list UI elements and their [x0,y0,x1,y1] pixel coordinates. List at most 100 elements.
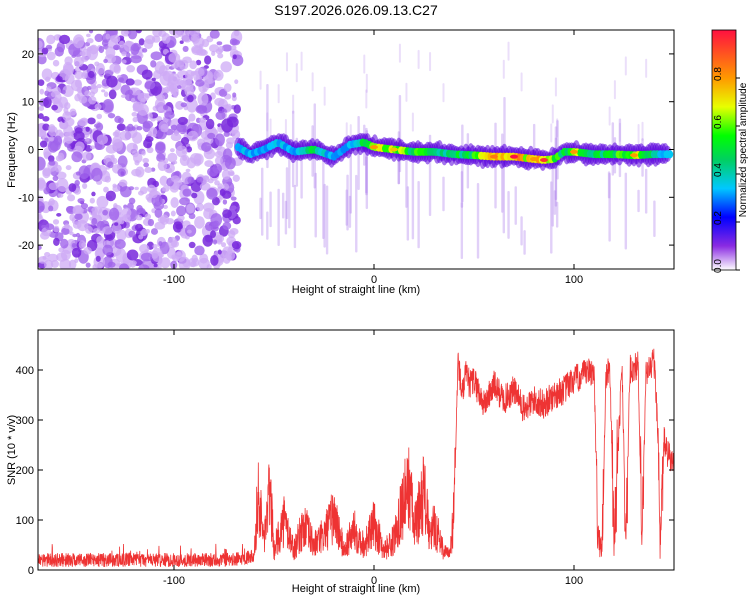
spectral-streak [551,104,554,124]
spectral-streak [502,59,505,79]
noise-blob [179,40,184,45]
noise-blob [72,233,78,238]
noise-blob [78,95,88,104]
noise-blob [82,183,88,190]
noise-blob [130,55,142,64]
noise-blob [210,230,217,238]
noise-blob [51,104,59,111]
ridge-peak [630,153,638,158]
spectral-streak [460,202,464,260]
noise-blob [74,127,83,134]
noise-blob [176,205,187,217]
noise-blob [97,262,103,268]
noise-blob [137,92,149,103]
noise-blob [86,33,91,38]
spectral-streak [322,157,325,240]
noise-blob [168,52,181,63]
snr-ytick-label: 0 [28,565,34,577]
noise-blob [68,183,77,192]
noise-blob [46,51,56,61]
snr-panel: -100 0 100 0 100 200 300 400 Height of straight… [6,329,675,595]
noise-blob [176,59,185,68]
noise-blob [77,197,85,204]
noise-blob [82,151,92,161]
noise-blob [214,133,225,147]
noise-blob [157,216,167,223]
noise-blob [96,113,103,120]
noise-blob [135,214,143,221]
noise-blob [153,70,161,80]
noise-blob [194,67,205,77]
noise-blob [53,225,60,233]
spectrogram-xtick-label: -100 [163,274,185,286]
noise-blob [165,167,173,173]
noise-blob [105,190,116,202]
noise-blob [108,207,120,221]
ridge-peak [490,154,498,159]
noise-blob [73,56,84,68]
noise-blob [95,255,101,262]
noise-blob [160,123,169,133]
noise-blob [173,93,178,98]
noise-blob [151,35,161,43]
noise-blob [77,118,88,127]
noise-blob [42,168,51,179]
spectral-streak [288,148,291,229]
noise-blob [69,108,77,116]
spectral-streak [641,121,644,141]
spectral-streak [553,190,557,215]
noise-blob [217,46,224,53]
spectrogram-ytick-label: 10 [22,97,34,109]
noise-blob [38,179,47,191]
noise-blob [194,245,205,256]
noise-blob [106,75,118,88]
noise-blob [53,237,60,246]
noise-blob [225,141,234,149]
noise-blob [222,148,233,161]
noise-blob [61,227,70,236]
noise-blob [134,159,140,166]
colorbar-tick-label: 0.2 [713,211,724,225]
noise-blob [150,51,163,61]
noise-blob [174,171,180,177]
noise-blob [204,55,212,65]
ridge-peak [530,157,538,162]
noise-blob [71,151,83,163]
noise-blob [170,124,178,131]
noise-blob [126,64,136,73]
ridge-peak [390,147,398,152]
colorbar-tick-label: 0.4 [713,163,724,177]
noise-blob [102,244,113,256]
spectral-streak [460,171,464,208]
noise-blob [167,152,178,163]
spectral-streak [277,188,280,247]
noise-blob [74,141,85,152]
snr-ytick-label: 300 [16,415,34,427]
spectral-streak [554,77,557,97]
noise-blob [197,92,209,107]
noise-blob [156,94,166,102]
spectral-streak [406,186,410,241]
ridge-peak [570,149,578,154]
noise-blob [48,160,56,166]
noise-blob [55,76,63,82]
noise-blob [130,43,140,56]
noise-blob [182,188,192,197]
colorbar-label: Normalized spectral amplitude [738,82,749,217]
noise-blob [179,197,190,206]
spectral-streak [608,106,611,126]
spectrogram-xlabel: Height of straight line (km) [292,284,420,296]
noise-blob [139,186,148,195]
noise-blob [210,213,223,227]
spectral-streak [346,174,349,231]
noise-blob [83,247,92,255]
noise-blob [114,239,126,250]
noise-blob [202,234,213,247]
spectral-streak [405,82,408,102]
spectral-streak [285,167,289,220]
noise-blob [86,45,99,61]
noise-blob [46,86,52,92]
snr-ytick-label: 400 [16,365,34,377]
noise-blob [121,59,127,64]
